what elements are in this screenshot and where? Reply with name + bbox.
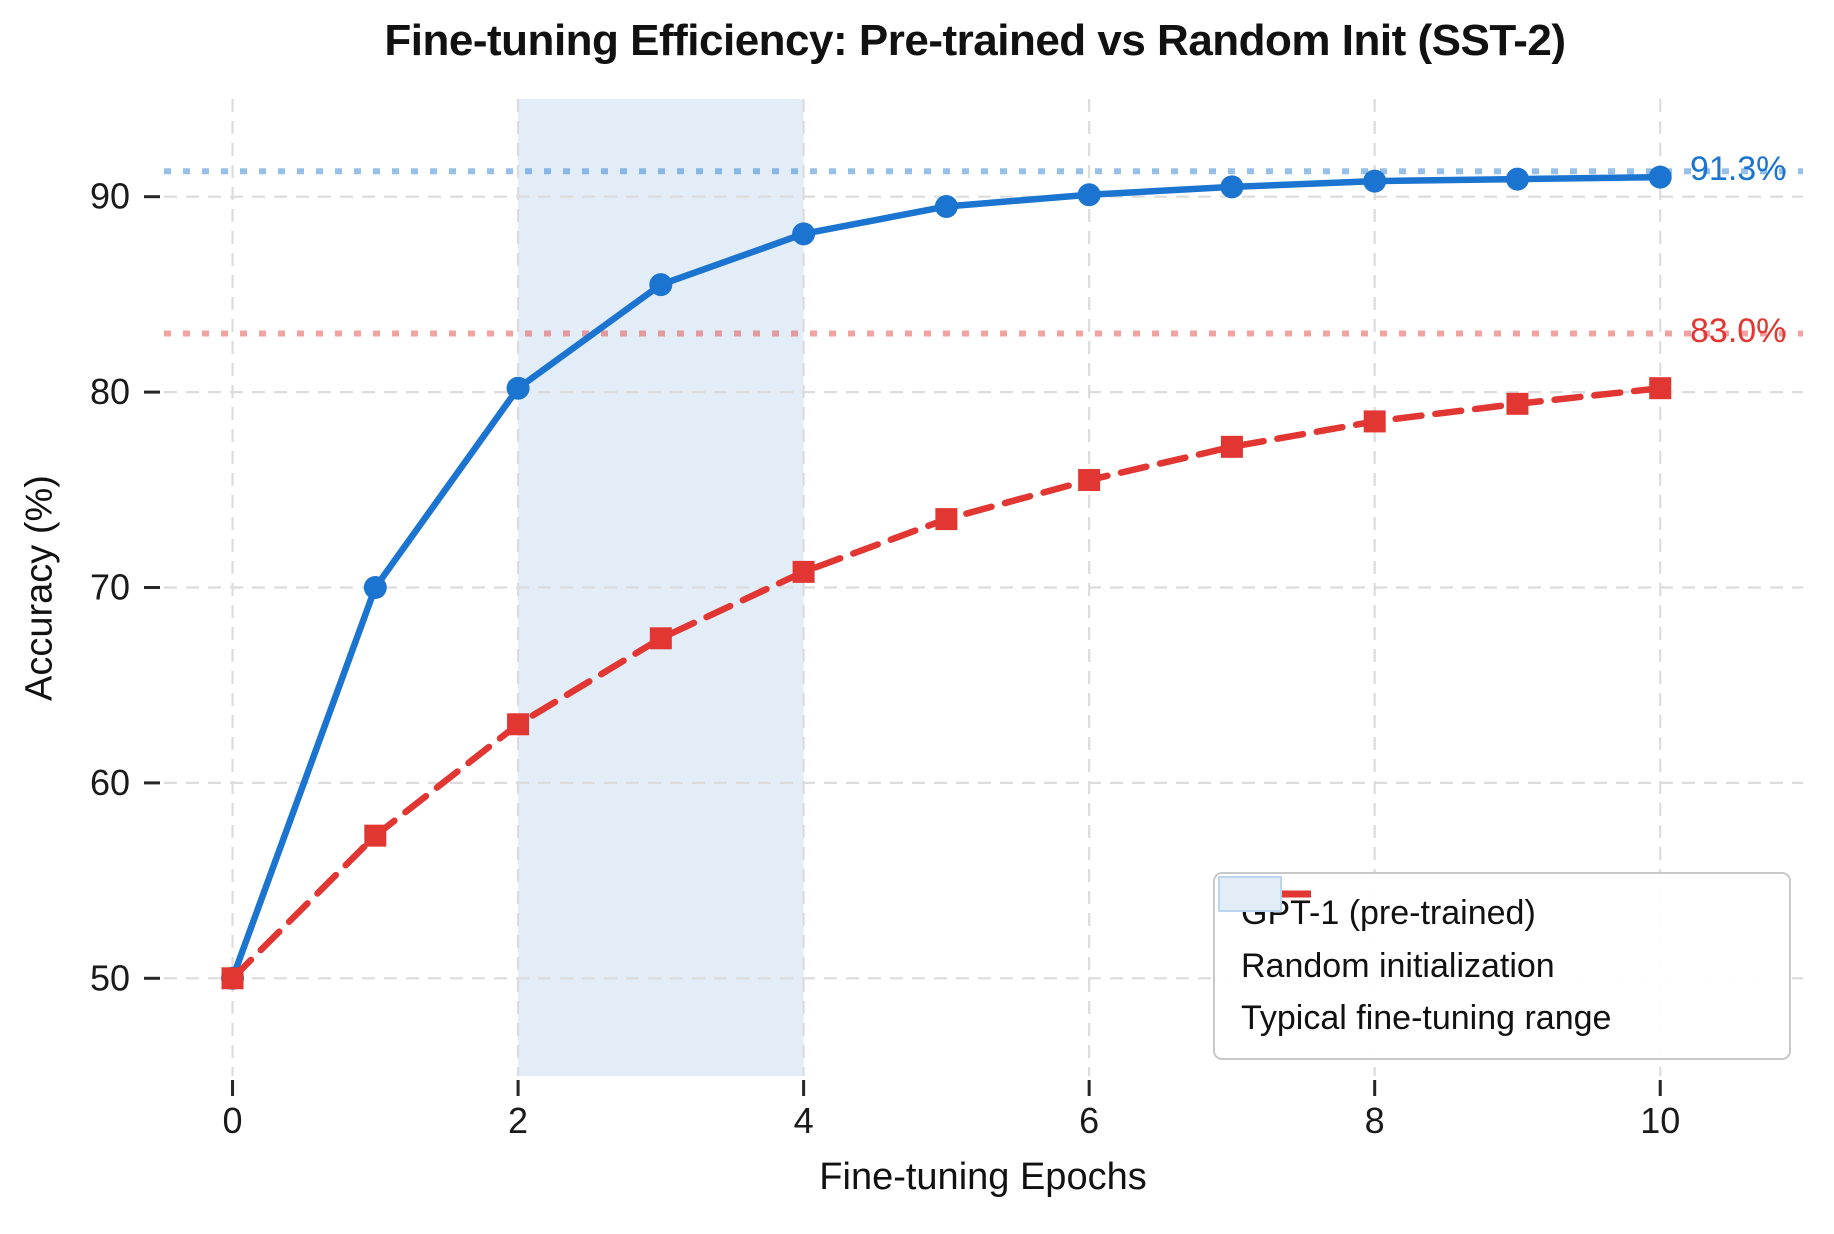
- shaded-band-swatch-icon: [1218, 876, 1282, 912]
- series-0-marker-x2: [506, 376, 530, 400]
- series-1-marker-x5: [935, 508, 958, 531]
- chart-title: Fine-tuning Efficiency: Pre-trained vs R…: [384, 16, 1566, 65]
- x-tick-label-8: 8: [1365, 1100, 1385, 1141]
- y-tick-label-80: 80: [90, 371, 130, 412]
- series-0-marker-x7: [1220, 175, 1244, 199]
- series-0-marker-x6: [1077, 183, 1101, 207]
- series-0-marker-x4: [792, 222, 816, 246]
- y-tick-label-50: 50: [90, 957, 130, 998]
- legend: GPT-1 (pre-trained) Random initializatio…: [1213, 872, 1791, 1060]
- series-0-marker-x5: [934, 194, 958, 218]
- legend-item-band: Typical fine-tuning range: [1218, 876, 1789, 1038]
- legend-item-pretrained: GPT-1 (pre-trained): [1219, 881, 1789, 933]
- series-1-marker-x1: [364, 824, 387, 847]
- series-1-marker-x6: [1078, 469, 1101, 492]
- x-tick-label-6: 6: [1079, 1100, 1099, 1141]
- y-tick-label-70: 70: [90, 567, 130, 608]
- x-axis-label: Fine-tuning Epochs: [819, 1156, 1147, 1198]
- x-tick-label-10: 10: [1640, 1100, 1680, 1141]
- series-0-marker-x8: [1363, 169, 1387, 193]
- legend-label-pretrained: GPT-1 (pre-trained): [1241, 893, 1536, 932]
- y-tick-label-90: 90: [90, 176, 130, 217]
- series-1-marker-x7: [1220, 435, 1243, 458]
- ref-label-random-ceiling: 83.0%: [1690, 312, 1787, 351]
- ref-label-pretrained-ceiling: 91.3%: [1690, 150, 1787, 189]
- series-0-marker-x3: [649, 273, 673, 297]
- series-line-0: [229, 173, 1664, 982]
- legend-item-random: Random initialization: [1219, 882, 1789, 986]
- series-0-marker-x10: [1648, 165, 1672, 189]
- series-1-marker-x4: [792, 560, 815, 583]
- legend-label-band: Typical fine-tuning range: [1241, 999, 1612, 1038]
- x-tick-label-0: 0: [223, 1100, 243, 1141]
- series-1-marker-x9: [1506, 392, 1529, 415]
- series-1-marker-x10: [1649, 377, 1672, 400]
- legend-label-random: Random initialization: [1241, 946, 1555, 985]
- y-axis-label: Accuracy (%): [18, 475, 61, 701]
- x-tick-label-4: 4: [794, 1100, 814, 1141]
- series-1-marker-x8: [1363, 410, 1386, 433]
- series-1-marker-x3: [649, 627, 672, 650]
- series-1-marker-x0: [221, 967, 244, 990]
- y-tick-label-60: 60: [90, 762, 130, 803]
- series-0-marker-x1: [363, 576, 387, 599]
- series-1-marker-x2: [507, 713, 530, 736]
- x-tick-label-2: 2: [508, 1100, 528, 1141]
- series-0-marker-x9: [1505, 167, 1529, 191]
